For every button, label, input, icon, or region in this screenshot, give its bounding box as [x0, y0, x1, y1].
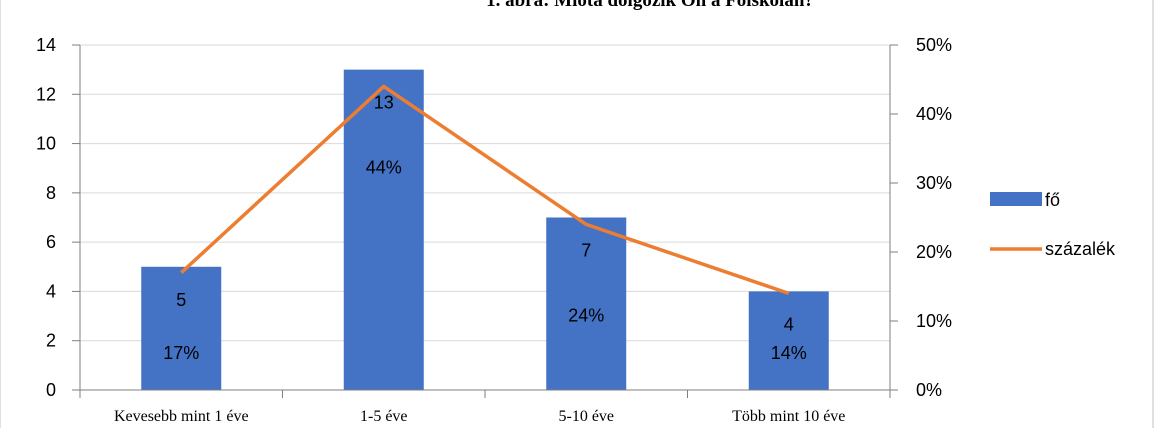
- bar-value-label: 4: [784, 314, 794, 334]
- left-axis-ticks: 0 2 4 6 8 10 12 14: [36, 35, 56, 400]
- right-tick-label: 30%: [916, 173, 952, 193]
- right-tick-label: 50%: [916, 35, 952, 55]
- right-tick-label: 40%: [916, 104, 952, 124]
- percent-value-label: 44%: [366, 158, 402, 178]
- percent-line: [180, 84, 790, 296]
- right-tick-label: 20%: [916, 242, 952, 262]
- bar-series: [141, 69, 829, 391]
- right-axis-ticks: 0% 10% 20% 30% 40% 50%: [890, 35, 952, 400]
- right-tick-label: 0%: [916, 380, 942, 400]
- category-label: Több mint 10 éve: [732, 408, 845, 425]
- right-tick-label: 10%: [916, 311, 952, 331]
- percent-value-label: 17%: [163, 343, 199, 363]
- legend: fő százalék: [990, 190, 1116, 259]
- legend-swatch-bars: [990, 192, 1042, 206]
- left-tick-label: 4: [46, 281, 56, 301]
- bar: [546, 217, 627, 390]
- bar-value-label: 13: [374, 93, 394, 113]
- axis-lines: [72, 44, 891, 398]
- left-tick-label: 12: [36, 84, 56, 104]
- category-label: 5-10 éve: [558, 408, 614, 425]
- chart-title: 1. ábra: Mióta dolgozik Ön a Főiskolán?: [486, 0, 814, 11]
- category-label: 1-5 éve: [360, 408, 408, 425]
- percent-value-label: 14%: [771, 343, 807, 363]
- percent-value-label: 24%: [568, 306, 604, 326]
- bar: [141, 266, 222, 390]
- bar: [343, 69, 424, 391]
- bar-value-label: 7: [581, 241, 591, 261]
- left-tick-label: 2: [46, 331, 56, 351]
- bar-value-label: 5: [176, 290, 186, 310]
- left-tick-label: 8: [46, 183, 56, 203]
- legend-label-bars: fő: [1045, 190, 1060, 210]
- category-labels: Kevesebb mint 1 éve 1-5 éve 5-10 éve Több m…: [114, 408, 845, 425]
- percent-data-labels: 17% 44% 24% 14%: [163, 158, 807, 363]
- bar-data-labels: 5 13 7 4: [176, 93, 794, 335]
- legend-label-line: százalék: [1045, 239, 1116, 259]
- left-tick-label: 14: [36, 35, 56, 55]
- left-tick-label: 6: [46, 232, 56, 252]
- left-tick-label: 10: [36, 134, 56, 154]
- category-label: Kevesebb mint 1 éve: [114, 408, 249, 425]
- left-tick-label: 0: [46, 380, 56, 400]
- bar: [748, 291, 829, 390]
